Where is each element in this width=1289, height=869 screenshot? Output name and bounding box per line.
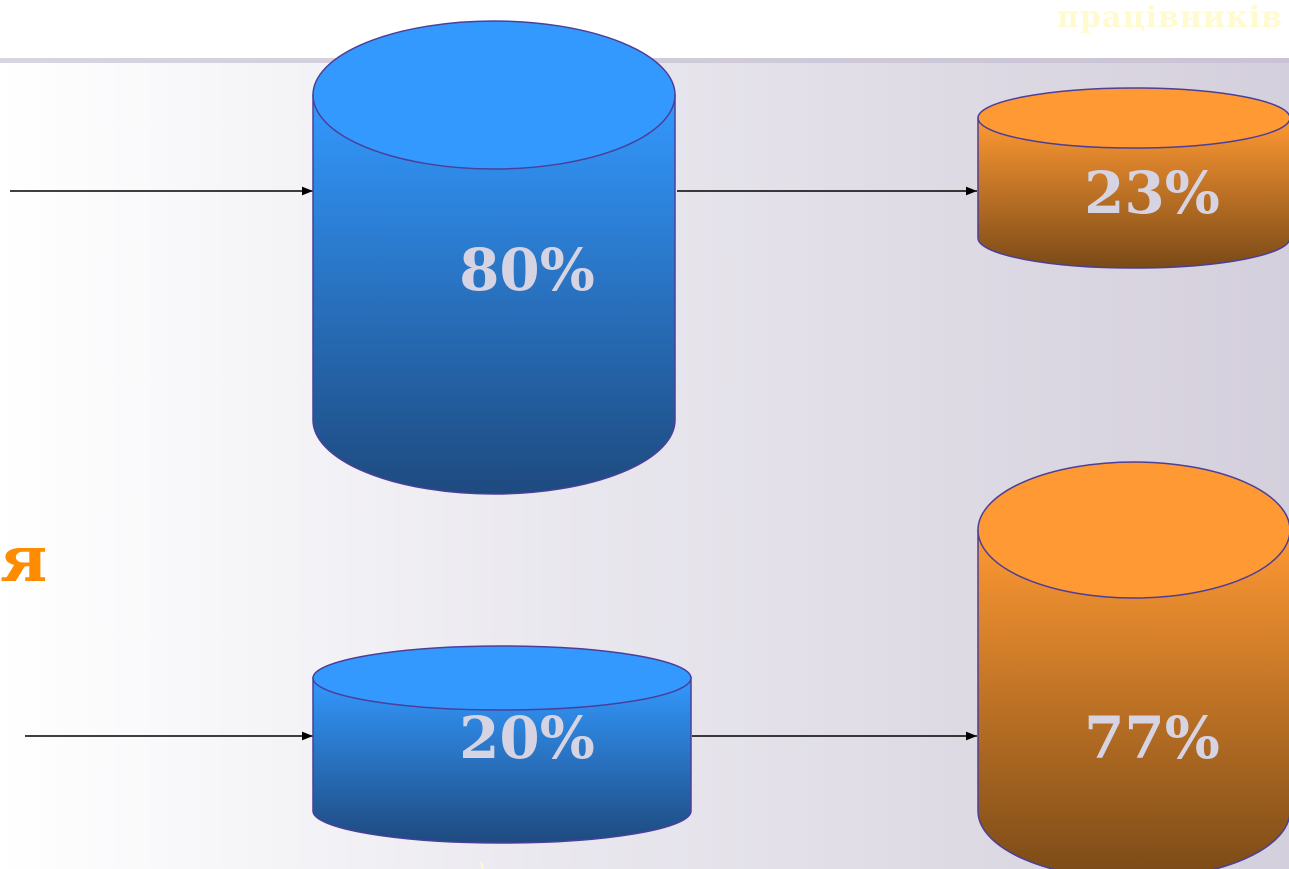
cylinder-blue-small: 20% [312,645,692,844]
slide-title: працівників [1057,0,1283,35]
cylinder-orange-small-label: 23% [1084,159,1220,227]
bottom-tick [480,861,484,869]
cylinder-orange-large: 77% [977,461,1289,869]
cylinder-blue-large: 80% [312,20,676,495]
cylinder-blue-small-label: 20% [459,704,595,772]
side-label: я [0,522,48,597]
cylinder-orange-large-label: 77% [1084,704,1220,772]
cylinder-orange-small: 23% [977,87,1289,269]
header-band [0,0,1289,58]
cylinder-blue-large-label: 80% [459,236,595,304]
